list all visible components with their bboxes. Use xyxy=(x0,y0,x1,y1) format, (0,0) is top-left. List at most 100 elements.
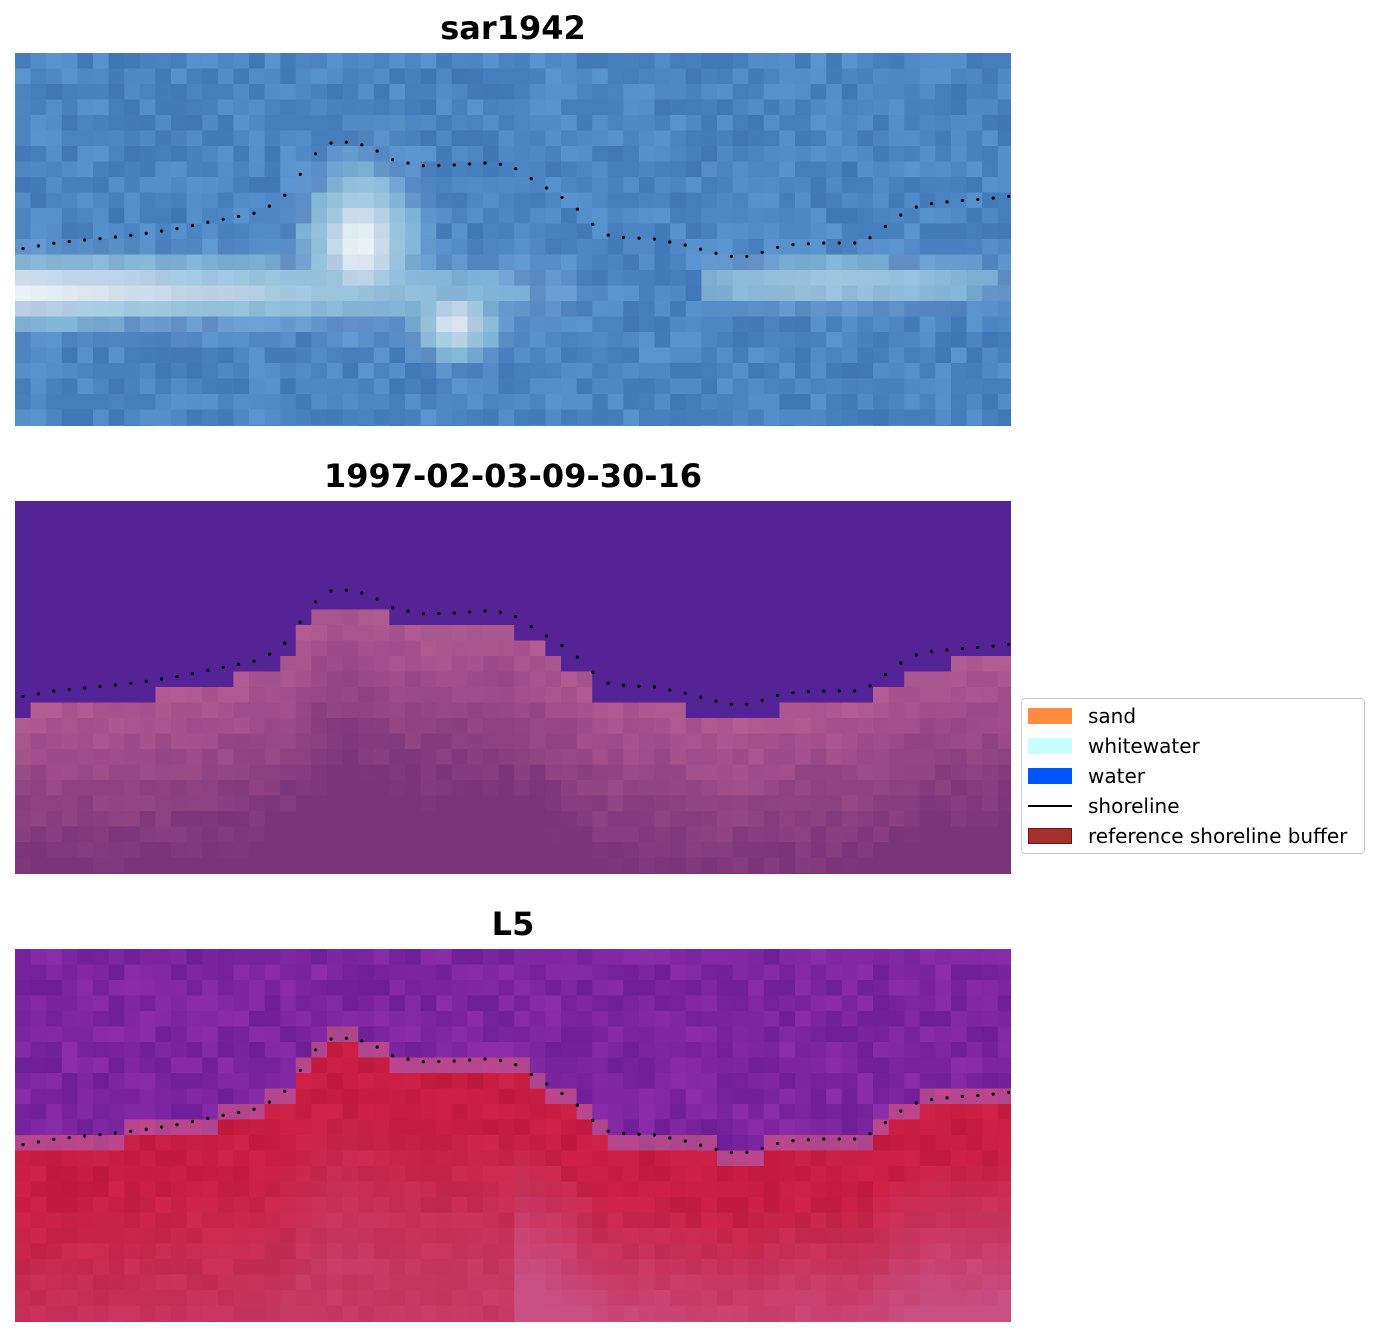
shoreline-point xyxy=(344,140,348,144)
shoreline-point xyxy=(113,1131,117,1135)
shoreline-point xyxy=(452,611,456,615)
shoreline-point xyxy=(129,681,133,685)
shoreline-point xyxy=(190,223,194,228)
shoreline-point xyxy=(98,1132,102,1137)
shoreline-point xyxy=(421,164,425,168)
shoreline-point xyxy=(560,643,564,648)
shoreline-point xyxy=(652,237,657,241)
shoreline-point xyxy=(883,673,888,677)
shoreline-point xyxy=(437,611,441,616)
shoreline-point xyxy=(837,689,841,693)
shoreline-point xyxy=(606,233,610,237)
legend-label: whitewater xyxy=(1088,734,1200,758)
shoreline-point xyxy=(745,1150,749,1154)
shoreline-point xyxy=(529,625,533,629)
shoreline-point xyxy=(883,225,888,229)
shoreline-dots xyxy=(21,588,1011,706)
legend-label: reference shoreline buffer xyxy=(1088,824,1348,848)
shoreline-point xyxy=(776,693,780,697)
shoreline-point xyxy=(960,646,965,651)
shoreline-point xyxy=(1007,1090,1011,1094)
shoreline-dots xyxy=(21,140,1011,258)
shoreline-point xyxy=(853,241,857,245)
shoreline-point xyxy=(437,163,441,168)
shoreline-point xyxy=(591,670,595,674)
shoreline-point xyxy=(729,702,734,706)
shoreline-point xyxy=(483,1057,487,1061)
shoreline-point xyxy=(360,1039,364,1043)
shoreline-point xyxy=(806,242,811,246)
shoreline-point xyxy=(498,610,502,614)
shoreline-point xyxy=(575,655,580,659)
shoreline-point xyxy=(837,1137,841,1141)
shoreline-point xyxy=(52,241,56,245)
shoreline-point xyxy=(560,1091,564,1096)
shoreline-point xyxy=(822,1137,826,1141)
shoreline-point xyxy=(683,243,687,247)
shoreline-point xyxy=(853,689,857,693)
shoreline-point xyxy=(930,650,934,654)
shoreline-point xyxy=(421,1060,425,1064)
shoreline-point xyxy=(406,1057,410,1061)
shoreline-point xyxy=(283,1089,287,1093)
shoreline-point xyxy=(67,240,71,244)
shoreline-point xyxy=(853,1137,857,1141)
reference-buffer-swatch xyxy=(1028,828,1072,844)
shoreline-point xyxy=(144,679,148,683)
shoreline-point xyxy=(760,698,764,702)
shoreline-point xyxy=(760,250,764,254)
shoreline-point xyxy=(452,163,456,167)
shoreline-point xyxy=(252,211,256,215)
legend-item-whitewater: whitewater xyxy=(1028,734,1200,758)
shoreline-point xyxy=(437,1059,441,1064)
shoreline-point xyxy=(945,648,949,652)
shoreline-point xyxy=(729,1150,734,1154)
shoreline-point xyxy=(868,684,872,688)
shoreline-point xyxy=(545,186,549,190)
shoreline-point xyxy=(622,683,626,687)
shoreline-point xyxy=(776,1141,780,1145)
shoreline-point xyxy=(668,240,672,244)
shoreline-point xyxy=(360,143,364,147)
shoreline-point xyxy=(976,197,980,202)
shoreline-point xyxy=(960,198,965,203)
shoreline-point xyxy=(221,665,225,669)
shoreline-point xyxy=(67,688,71,692)
shoreline-point xyxy=(298,1068,302,1072)
shoreline-point xyxy=(452,1059,456,1063)
shoreline-point xyxy=(914,205,918,209)
shoreline-point xyxy=(314,600,318,604)
shoreline-point xyxy=(252,659,256,663)
shoreline-point xyxy=(868,236,872,240)
shoreline-point xyxy=(699,1143,703,1147)
index-image xyxy=(15,949,1011,1322)
satellite-rgb-image xyxy=(15,53,1011,426)
shoreline-point xyxy=(668,688,672,692)
shoreline-point xyxy=(791,691,795,695)
legend-item-sand: sand xyxy=(1028,704,1136,728)
shoreline-point xyxy=(545,1082,549,1086)
water-swatch xyxy=(1028,768,1072,784)
shoreline-point xyxy=(930,202,934,206)
shoreline-point xyxy=(267,652,271,656)
shoreline-point xyxy=(160,1125,164,1129)
shoreline-point xyxy=(822,689,826,693)
shoreline-point xyxy=(83,238,87,242)
shoreline-point xyxy=(52,689,56,693)
shoreline-point xyxy=(529,1073,533,1077)
shoreline-point xyxy=(421,612,425,616)
shoreline-point xyxy=(637,1132,641,1136)
shoreline-point xyxy=(729,254,734,258)
classified-image xyxy=(15,501,1011,874)
panel-1-title: sar1942 xyxy=(440,9,586,47)
shoreline-point xyxy=(776,245,780,249)
shoreline-point xyxy=(575,207,580,211)
shoreline-point xyxy=(683,1139,687,1143)
shoreline-point xyxy=(21,695,25,699)
shoreline-point xyxy=(329,141,333,145)
shoreline-point xyxy=(745,254,749,258)
panel-3-title: L5 xyxy=(491,905,535,943)
shoreline-point xyxy=(976,1093,980,1098)
shoreline-point xyxy=(237,662,241,666)
shoreline-point xyxy=(360,591,364,595)
